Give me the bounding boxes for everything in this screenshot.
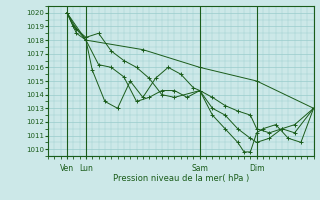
X-axis label: Pression niveau de la mer( hPa ): Pression niveau de la mer( hPa )	[113, 174, 249, 183]
